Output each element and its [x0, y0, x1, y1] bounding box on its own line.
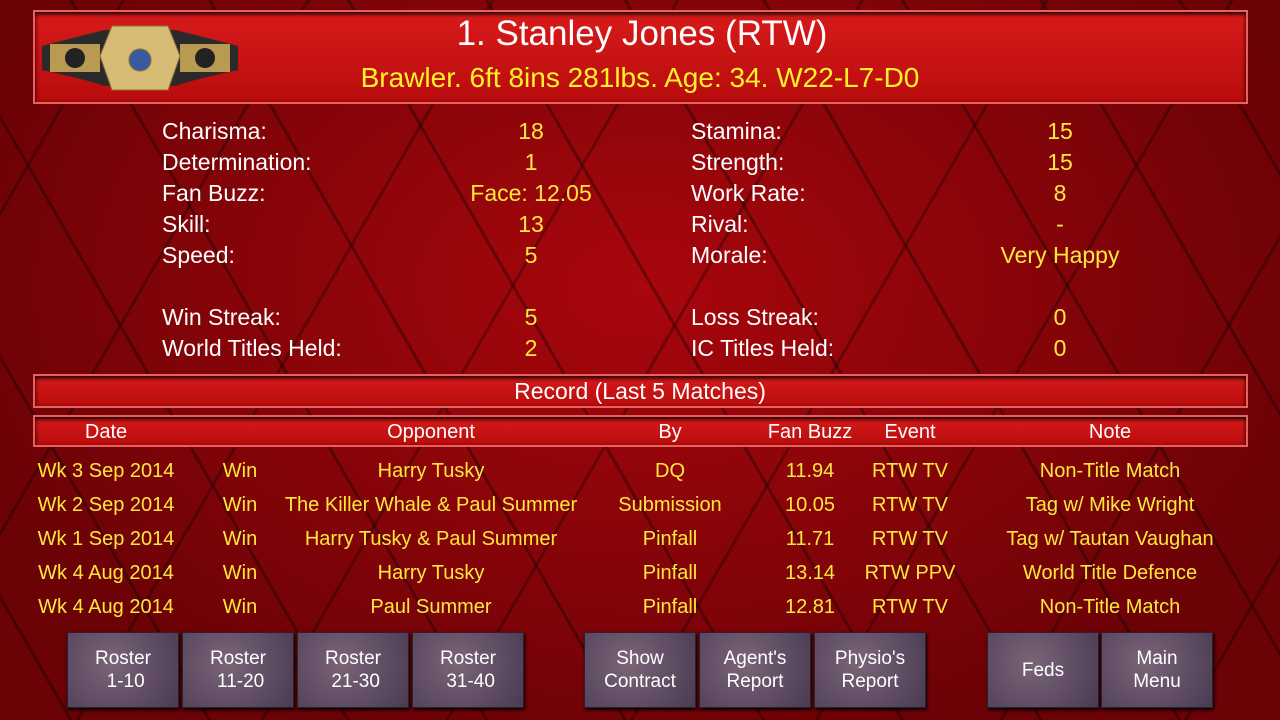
- stat-value: 18: [518, 118, 544, 144]
- table-cell: 13.14: [784, 562, 836, 584]
- stat-label: IC Titles Held:: [691, 335, 835, 361]
- roster-31-40-button[interactable]: Roster 31-40: [412, 632, 524, 708]
- record-title: Record (Last 5 Matches): [514, 378, 766, 404]
- table-cell: Harry Tusky: [377, 562, 485, 584]
- record-title-bar: [33, 374, 1248, 408]
- stat-value: 5: [524, 242, 538, 268]
- stat-value: 0: [1053, 304, 1067, 330]
- column-header: By: [658, 421, 682, 443]
- stat-value: 15: [1047, 118, 1073, 144]
- table-cell: Wk 3 Sep 2014: [37, 460, 175, 482]
- stat-label: Loss Streak:: [691, 304, 819, 330]
- agents-report-button[interactable]: Agent's Report: [699, 632, 811, 708]
- table-cell: 11.94: [785, 460, 835, 482]
- table-cell: Non-Title Match: [1039, 460, 1181, 482]
- stat-value: 15: [1047, 149, 1073, 175]
- roster-1-10-button[interactable]: Roster 1-10: [67, 632, 179, 708]
- column-header: Fan Buzz: [767, 421, 853, 443]
- column-header: Note: [1088, 421, 1132, 443]
- stat-value: 0: [1053, 335, 1067, 361]
- table-cell: Win: [222, 562, 258, 584]
- table-cell: Win: [222, 494, 258, 516]
- stat-value: 13: [518, 211, 544, 237]
- stat-value: Very Happy: [1000, 242, 1120, 268]
- table-cell: Pinfall: [642, 528, 698, 550]
- stat-label: Morale:: [691, 242, 768, 268]
- table-cell: Tag w/ Tautan Vaughan: [1006, 528, 1214, 550]
- table-cell: World Title Defence: [1022, 562, 1198, 584]
- stat-label: Win Streak:: [162, 304, 281, 330]
- table-cell: RTW TV: [872, 494, 948, 516]
- stat-label: Determination:: [162, 149, 312, 175]
- stat-label: Rival:: [691, 211, 749, 237]
- table-cell: Pinfall: [642, 596, 698, 618]
- table-cell: Non-Title Match: [1039, 596, 1181, 618]
- stat-value: -: [1056, 211, 1064, 237]
- wrestler-title: 1. Stanley Jones (RTW): [456, 14, 828, 53]
- table-cell: Wk 2 Sep 2014: [37, 494, 175, 516]
- table-cell: Tag w/ Mike Wright: [1025, 494, 1195, 516]
- column-header: Date: [84, 421, 128, 443]
- table-cell: Win: [222, 528, 258, 550]
- roster-21-30-button[interactable]: Roster 21-30: [297, 632, 409, 708]
- table-cell: Submission: [618, 494, 722, 516]
- stat-label: World Titles Held:: [162, 335, 342, 361]
- table-cell: Win: [222, 460, 258, 482]
- roster-11-20-button[interactable]: Roster 11-20: [182, 632, 294, 708]
- table-cell: Wk 4 Aug 2014: [38, 562, 174, 584]
- stat-value: 5: [524, 304, 538, 330]
- record-header-bar: [33, 415, 1248, 447]
- table-cell: Pinfall: [642, 562, 698, 584]
- column-header: Event: [884, 421, 936, 443]
- championship-belt-logo: [42, 25, 238, 91]
- table-cell: 10.05: [784, 494, 836, 516]
- table-cell: Win: [222, 596, 258, 618]
- table-cell: RTW TV: [872, 528, 948, 550]
- show-contract-button[interactable]: Show Contract: [584, 632, 696, 708]
- stat-label: Charisma:: [162, 118, 267, 144]
- table-cell: RTW TV: [872, 460, 948, 482]
- stat-value: 1: [524, 149, 538, 175]
- stat-value: Face: 12.05: [470, 180, 592, 206]
- table-cell: Paul Summer: [370, 596, 492, 618]
- stat-label: Skill:: [162, 211, 211, 237]
- table-cell: RTW TV: [872, 596, 948, 618]
- table-cell: DQ: [655, 460, 685, 482]
- stat-value: 2: [524, 335, 538, 361]
- table-cell: Wk 4 Aug 2014: [38, 596, 174, 618]
- table-cell: Harry Tusky & Paul Summer: [304, 528, 558, 550]
- table-cell: 11.71: [785, 528, 835, 550]
- stat-label: Strength:: [691, 149, 785, 175]
- table-cell: The Killer Whale & Paul Summer: [284, 494, 578, 516]
- main-menu-button[interactable]: Main Menu: [1101, 632, 1213, 708]
- stat-value: 8: [1053, 180, 1067, 206]
- wrestler-subtitle: Brawler. 6ft 8ins 281lbs. Age: 34. W22-L…: [360, 62, 920, 93]
- stat-label: Fan Buzz:: [162, 180, 266, 206]
- stat-label: Speed:: [162, 242, 235, 268]
- table-cell: RTW PPV: [864, 562, 956, 584]
- physios-report-button[interactable]: Physio's Report: [814, 632, 926, 708]
- feds-button[interactable]: Feds: [987, 632, 1099, 708]
- table-cell: Wk 1 Sep 2014: [37, 528, 175, 550]
- column-header: Opponent: [387, 421, 475, 443]
- stat-label: Stamina:: [691, 118, 782, 144]
- stat-label: Work Rate:: [691, 180, 806, 206]
- table-cell: 12.81: [784, 596, 836, 618]
- table-cell: Harry Tusky: [377, 460, 485, 482]
